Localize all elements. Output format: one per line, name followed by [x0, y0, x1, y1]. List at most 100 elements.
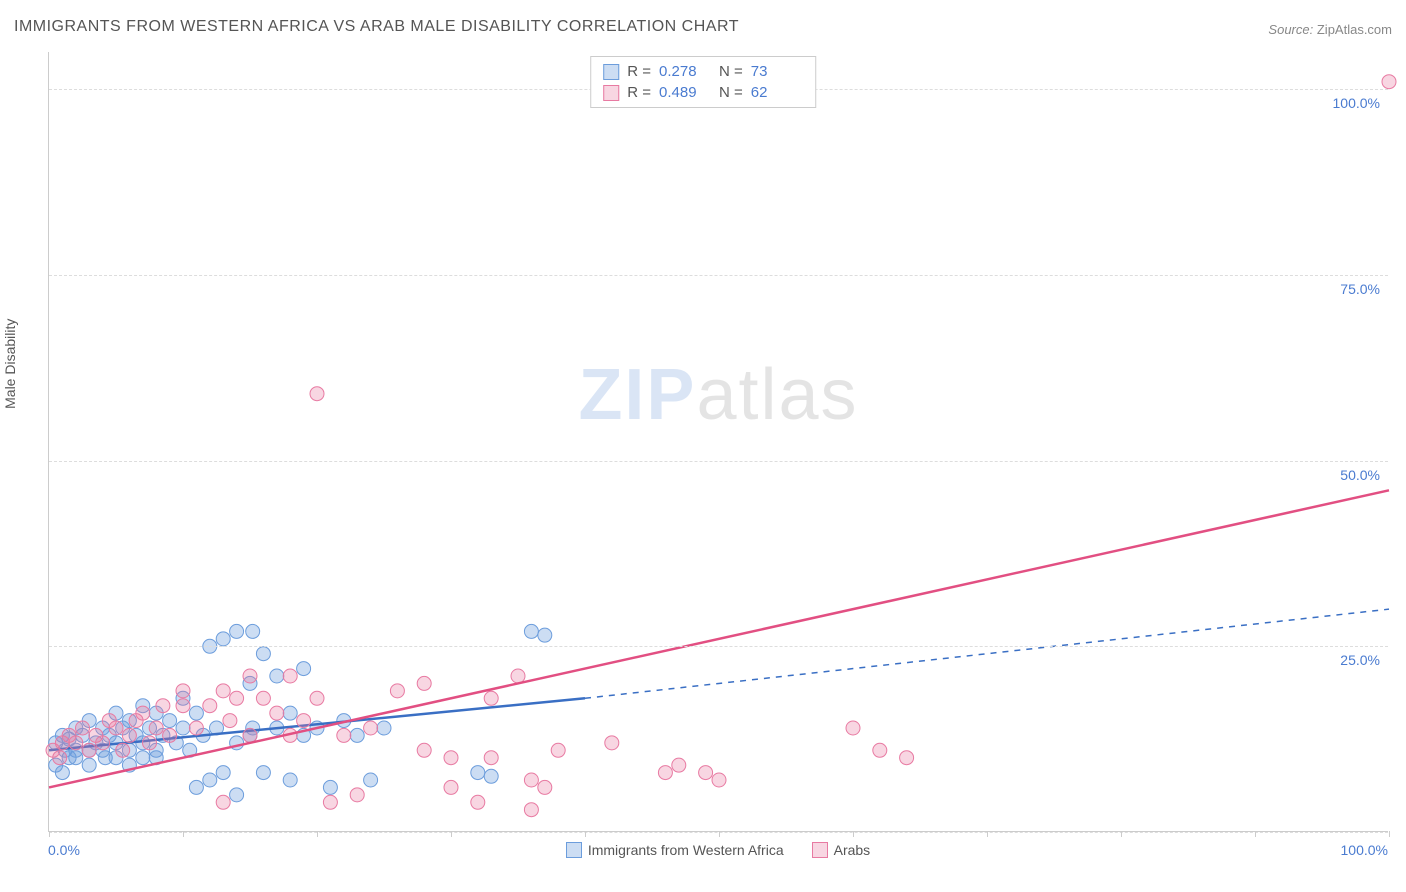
data-point [672, 758, 686, 772]
data-point [484, 769, 498, 783]
data-point [69, 736, 83, 750]
data-point [712, 773, 726, 787]
data-point [350, 788, 364, 802]
stats-n-value: 73 [751, 63, 803, 80]
data-point [246, 624, 260, 638]
data-point [900, 751, 914, 765]
chart-source: Source: ZipAtlas.com [1268, 22, 1392, 37]
data-point [524, 624, 538, 638]
x-tick [1121, 831, 1122, 837]
data-point [203, 773, 217, 787]
data-point [846, 721, 860, 735]
data-point [176, 721, 190, 735]
trend-line-dashed [585, 609, 1389, 698]
data-point [377, 721, 391, 735]
data-point [511, 669, 525, 683]
legend-swatch [603, 85, 619, 101]
gridline [49, 461, 1388, 462]
data-point [189, 721, 203, 735]
chart-title: IMMIGRANTS FROM WESTERN AFRICA VS ARAB M… [14, 18, 739, 36]
data-point [270, 669, 284, 683]
data-point [350, 728, 364, 742]
data-point [122, 728, 136, 742]
stats-r-label: R = [627, 84, 651, 101]
legend-item: Arabs [812, 842, 871, 858]
data-point [283, 706, 297, 720]
stats-r-label: R = [627, 63, 651, 80]
data-point [149, 721, 163, 735]
data-point [163, 728, 177, 742]
data-point [243, 669, 257, 683]
x-tick [1255, 831, 1256, 837]
data-point [163, 714, 177, 728]
correlation-chart: IMMIGRANTS FROM WESTERN AFRICA VS ARAB M… [0, 0, 1406, 892]
data-point [417, 743, 431, 757]
y-axis-label: Male Disability [2, 319, 18, 409]
data-point [230, 691, 244, 705]
data-point [283, 773, 297, 787]
legend-label: Immigrants from Western Africa [588, 842, 784, 858]
data-point [156, 699, 170, 713]
data-point [53, 751, 67, 765]
data-point [538, 780, 552, 794]
data-point [364, 773, 378, 787]
stats-row: R =0.278N =73 [603, 61, 803, 82]
data-point [176, 684, 190, 698]
legend-swatch [566, 842, 582, 858]
data-point [283, 669, 297, 683]
x-tick [317, 831, 318, 837]
data-point [223, 714, 237, 728]
data-point [243, 728, 257, 742]
data-point [310, 387, 324, 401]
data-point [444, 751, 458, 765]
plot-area: ZIPatlas 25.0%50.0%75.0%100.0% [48, 52, 1388, 832]
data-point [216, 795, 230, 809]
gridline [49, 275, 1388, 276]
data-point [230, 788, 244, 802]
legend-swatch [812, 842, 828, 858]
y-tick-label: 50.0% [1340, 467, 1380, 483]
data-point [1382, 75, 1396, 89]
y-tick-label: 100.0% [1333, 95, 1380, 111]
x-tick [853, 831, 854, 837]
data-point [256, 766, 270, 780]
data-point [116, 743, 130, 757]
data-point [364, 721, 378, 735]
x-tick [1389, 831, 1390, 837]
gridline [49, 646, 1388, 647]
data-point [256, 691, 270, 705]
data-point [417, 676, 431, 690]
x-tick [719, 831, 720, 837]
data-point [471, 795, 485, 809]
x-tick [585, 831, 586, 837]
data-point [551, 743, 565, 757]
data-point [873, 743, 887, 757]
stats-box: R =0.278N =73R =0.489N =62 [590, 56, 816, 108]
data-point [176, 699, 190, 713]
data-point [524, 773, 538, 787]
trend-line [49, 490, 1389, 787]
data-point [256, 647, 270, 661]
legend-item: Immigrants from Western Africa [566, 842, 784, 858]
stats-n-value: 62 [751, 84, 803, 101]
data-point [444, 780, 458, 794]
data-point [310, 691, 324, 705]
stats-r-value: 0.489 [659, 84, 711, 101]
stats-row: R = 0.489 N = 62 [603, 82, 803, 103]
data-point [270, 706, 284, 720]
data-point [76, 721, 90, 735]
data-point [96, 736, 110, 750]
source-label: Source: [1268, 22, 1313, 37]
data-point [230, 624, 244, 638]
data-point [216, 684, 230, 698]
data-point [82, 758, 96, 772]
legend-label: Arabs [834, 842, 871, 858]
data-point [203, 699, 217, 713]
stats-n-label: N = [719, 84, 743, 101]
bottom-legend: Immigrants from Western Africa Arabs [48, 842, 1388, 858]
x-tick [987, 831, 988, 837]
y-tick-label: 25.0% [1340, 652, 1380, 668]
data-point [297, 662, 311, 676]
data-point [484, 751, 498, 765]
data-point [189, 780, 203, 794]
